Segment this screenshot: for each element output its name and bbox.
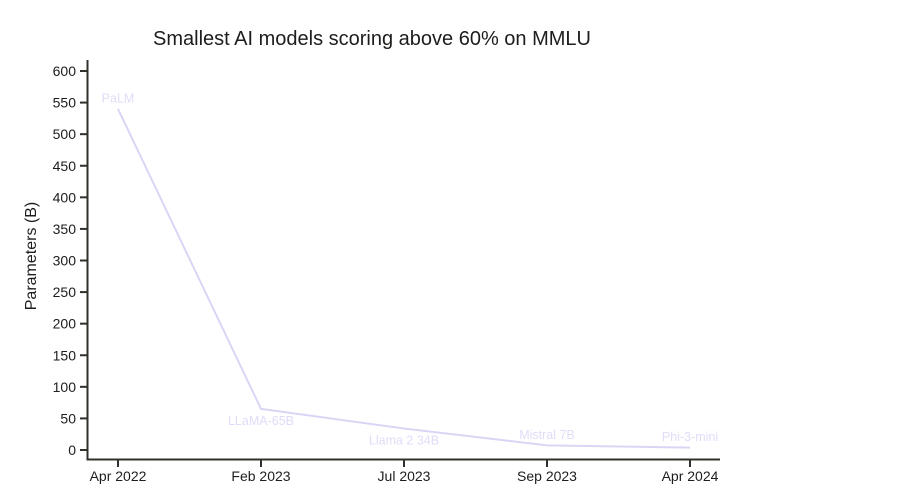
y-tick-label: 150 [53,347,77,363]
data-point-label: Llama 2 34B [369,434,439,448]
y-axis-label: Parameters (B) [23,202,40,310]
data-point-label: Mistral 7B [519,428,575,442]
y-tick-label: 500 [53,126,77,142]
y-tick-label: 450 [53,158,77,174]
y-tick-label: 200 [53,316,77,332]
data-series: PaLM LLaMA-65B Llama 2 34B Mistral 7B Phi-3-… [102,91,718,449]
chart-title: Smallest AI models scoring above 60% on … [153,28,591,50]
data-line [117,108,691,449]
y-tick-label: 100 [53,379,77,395]
y-tick-label: 50 [60,410,76,426]
y-tick-label: 400 [53,189,77,205]
axes: 0 50 100 150 200 250 300 350 400 450 500 550 600 Apr … [53,60,720,484]
x-tick-label: Apr 2024 [662,468,719,484]
data-point-label: Phi-3-mini [662,430,718,444]
y-tick-label: 600 [53,63,77,79]
y-tick-label: 250 [53,284,77,300]
data-point-label: LLaMA-65B [228,414,294,428]
y-tick-label: 550 [53,95,77,111]
y-tick-label: 300 [53,253,77,269]
x-tick-label: Apr 2022 [90,468,147,484]
x-tick-label: Sep 2023 [517,468,577,484]
y-tick-label: 0 [68,442,76,458]
y-tick-label: 350 [53,221,77,237]
x-tick-label: Feb 2023 [231,468,290,484]
data-point-label: PaLM [102,91,135,105]
x-tick-label: Jul 2023 [378,468,431,484]
